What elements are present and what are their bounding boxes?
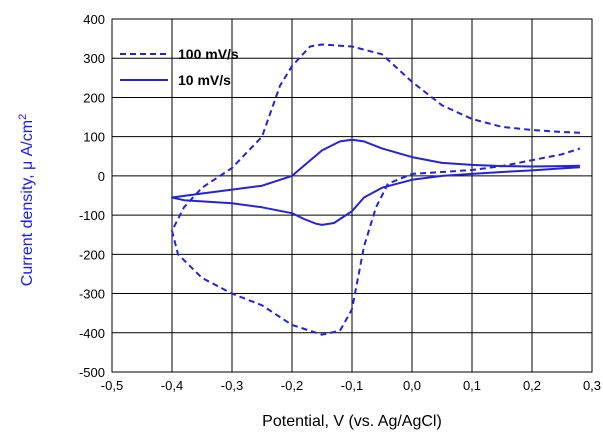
series-layer (171, 43, 581, 336)
legend: 100 mV/s 10 mV/s (120, 46, 239, 88)
y-axis-label-superscript: 2 (17, 114, 29, 120)
y-tick-label-2: -300 (79, 287, 105, 302)
x-tick-label-4: -0,1 (341, 378, 363, 393)
y-tick-label-8: 300 (83, 51, 105, 66)
y-tick-label-3: -200 (79, 247, 105, 262)
plot-frame (111, 18, 593, 373)
x-tick-label-5: 0,0 (403, 378, 421, 393)
x-tick-label-6: 0,1 (463, 378, 481, 393)
x-tick-label-1: -0,4 (161, 378, 183, 393)
y-axis-label-main: Current density, μ A/cm (19, 120, 36, 286)
x-tick-label-3: -0,2 (281, 378, 303, 393)
legend-label-100mvs: 100 mV/s (178, 46, 239, 62)
x-tick-label-0: -0,5 (101, 378, 123, 393)
y-axis-label: Current density, μ A/cm2 (17, 114, 36, 286)
y-tick-labels: -500 -400 -300 -200 -100 0 100 200 300 400 (79, 12, 105, 380)
series-line-1 (171, 138, 581, 226)
x-tick-label-7: 0,2 (523, 378, 541, 393)
y-tick-label-5: 0 (98, 169, 105, 184)
x-tick-labels: -0,5 -0,4 -0,3 -0,2 -0,1 0,0 0,1 0,2 0,3 (101, 378, 601, 393)
y-tick-label-0: -500 (79, 365, 105, 380)
x-axis-label: Potential, V (vs. Ag/AgCl) (262, 413, 442, 430)
x-tick-label-8: 0,3 (583, 378, 601, 393)
y-tick-label-9: 400 (83, 12, 105, 27)
legend-label-10mvs: 10 mV/s (178, 72, 231, 88)
y-tick-label-4: -100 (79, 208, 105, 223)
grid (111, 18, 593, 373)
x-tick-label-2: -0,3 (221, 378, 243, 393)
y-tick-label-7: 200 (83, 90, 105, 105)
y-tick-label-1: -400 (79, 326, 105, 341)
series-line-0 (171, 43, 581, 336)
y-tick-label-6: 100 (83, 130, 105, 145)
